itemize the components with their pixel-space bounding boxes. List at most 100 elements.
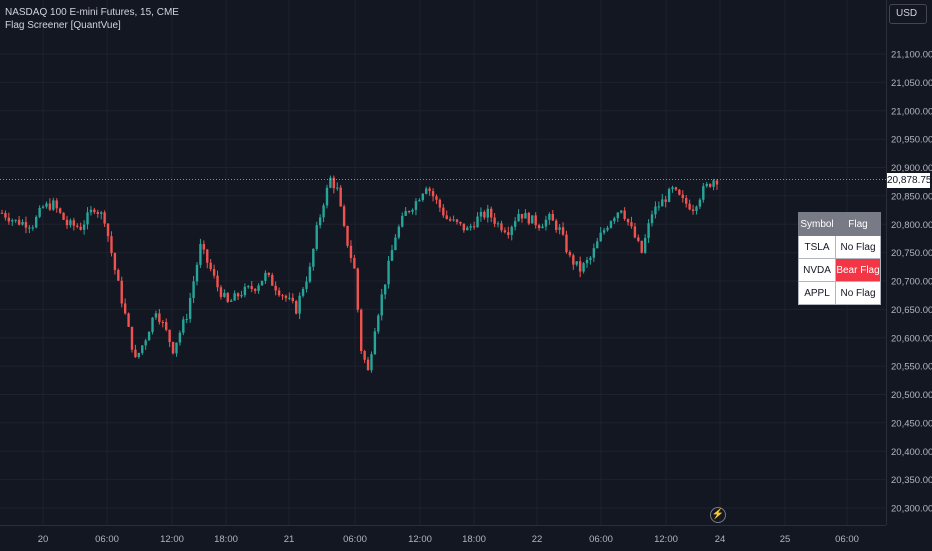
candle-body <box>390 250 394 261</box>
candle-body <box>171 342 175 354</box>
candle-body <box>123 303 127 314</box>
candle-body <box>678 189 681 195</box>
candle-body <box>243 286 247 296</box>
candle-body <box>349 245 353 258</box>
candle-body <box>356 268 359 310</box>
candle-body <box>223 293 226 297</box>
candle-body <box>472 226 476 228</box>
candle-body <box>657 206 661 208</box>
candle-body <box>41 206 45 208</box>
candle-body <box>387 260 390 285</box>
candle-body <box>445 215 448 219</box>
flag-cell: Bear Flag <box>835 258 881 282</box>
table-header-row: Symbol Flag <box>798 212 881 236</box>
flag-screener-table: Symbol Flag TSLA No Flag NVDA Bear Flag … <box>798 212 881 305</box>
price-tick-label: 20,800.00 <box>891 220 932 231</box>
candle-body <box>664 199 667 202</box>
candle-body <box>575 261 578 265</box>
candle-body <box>69 220 72 226</box>
price-tick-label: 20,850.00 <box>891 191 932 202</box>
candle-body <box>96 212 99 214</box>
candle-body <box>301 288 305 296</box>
candle-body <box>161 321 164 323</box>
candle-body <box>165 322 168 330</box>
candle-body <box>329 177 332 188</box>
candle-body <box>240 295 243 297</box>
candle-body <box>503 230 507 233</box>
candle-body <box>219 287 223 297</box>
candle-body <box>332 177 336 189</box>
candle-body <box>524 212 527 219</box>
candle-body <box>493 217 496 224</box>
candle-body <box>527 212 531 224</box>
time-tick-label: 20 <box>38 534 49 545</box>
candle-body <box>520 213 524 219</box>
time-tick-label: 22 <box>532 534 543 545</box>
candle-body <box>695 206 698 211</box>
candle-body <box>685 198 688 204</box>
candle-body <box>141 345 144 353</box>
candle-body <box>407 211 411 213</box>
candle-body <box>130 326 134 350</box>
price-tick-label: 20,450.00 <box>891 418 932 429</box>
candle-body <box>613 218 616 222</box>
candle-body <box>466 227 469 231</box>
candle-body <box>708 183 712 187</box>
candle-body <box>667 189 671 202</box>
candle-body <box>305 281 308 289</box>
candle-body <box>281 295 284 297</box>
candle-body <box>582 263 585 272</box>
time-tick-label: 25 <box>780 534 791 545</box>
candle-body <box>62 212 65 220</box>
candle-body <box>52 200 55 210</box>
candle-body <box>616 212 619 219</box>
candle-body <box>17 219 21 225</box>
candle-body <box>431 191 435 197</box>
price-axis[interactable]: 20,300.00 20,350.00 20,400.00 20,450.00 20,5… <box>886 0 932 525</box>
candle-body <box>578 261 582 272</box>
time-tick-label: 18:00 <box>214 534 238 545</box>
candle-body <box>411 209 414 212</box>
indicator-title[interactable]: Flag Screener [QuantVue] <box>5 20 121 31</box>
candle-body <box>425 188 428 194</box>
candle-body <box>691 209 695 211</box>
flag-cell: No Flag <box>835 235 881 259</box>
table-row: NVDA Bear Flag <box>798 258 881 282</box>
candle-body <box>510 226 513 235</box>
time-axis[interactable]: 20 06:00 12:00 18:00 21 06:00 12:00 18:00 22 06:0… <box>0 525 886 551</box>
candle-body <box>82 224 86 230</box>
price-chart[interactable] <box>0 0 886 525</box>
candle-body <box>206 249 209 263</box>
candle-body <box>127 313 130 327</box>
time-tick-label: 12:00 <box>160 534 184 545</box>
candle-body <box>79 226 82 230</box>
candle-body <box>418 200 421 202</box>
last-price-label: 20,878.75 <box>887 173 932 188</box>
candle-body <box>476 216 479 228</box>
candle-body <box>202 244 206 250</box>
time-tick-label: 21 <box>284 534 295 545</box>
lightning-icon[interactable]: ⚡ <box>710 507 726 523</box>
candle-body <box>267 272 271 276</box>
candle-body <box>459 221 462 224</box>
price-tick-label: 20,300.00 <box>891 504 932 515</box>
symbol-cell: NVDA <box>798 258 836 282</box>
candle-body <box>236 293 240 297</box>
chart-legend: NASDAQ 100 E-mini Futures, 15, CME Flag … <box>5 6 179 32</box>
candle-body <box>565 234 568 253</box>
header-flag: Flag <box>835 212 881 236</box>
candle-body <box>469 226 472 228</box>
time-tick-label: 24 <box>715 534 726 545</box>
candle-body <box>483 211 486 218</box>
candle-body <box>103 212 106 224</box>
symbol-title[interactable]: NASDAQ 100 E-mini Futures, 15, CME <box>5 7 179 18</box>
candle-body <box>58 208 62 213</box>
candle-body <box>31 227 34 229</box>
currency-button[interactable]: USD <box>889 4 927 24</box>
candle-body <box>383 284 387 295</box>
time-tick-label: 06:00 <box>835 534 859 545</box>
candle-body <box>168 329 171 343</box>
candle-body <box>288 297 291 299</box>
time-tick-label: 06:00 <box>95 534 119 545</box>
candle-body <box>479 211 483 217</box>
